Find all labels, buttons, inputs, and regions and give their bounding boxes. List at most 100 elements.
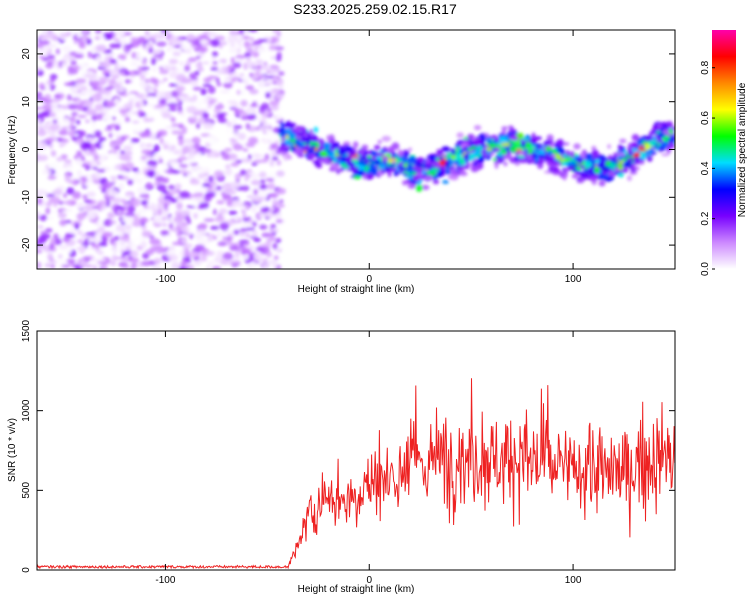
- heatmap-noise-cell: [146, 96, 156, 100]
- heatmap-noise-cell: [173, 216, 184, 223]
- heatmap-signal-cell: [294, 126, 300, 134]
- heatmap-noise-cell: [129, 242, 137, 249]
- heatmap-noise-cell: [212, 61, 218, 65]
- heatmap-signal-cell: [656, 133, 666, 138]
- heatmap-noise-cell: [152, 67, 157, 72]
- heatmap-noise-cell: [125, 122, 131, 127]
- heatmap-noise-cell: [149, 245, 161, 252]
- heatmap-noise-cell: [168, 160, 180, 168]
- heatmap-noise-cell: [181, 126, 188, 134]
- heatmap-noise-cell: [246, 143, 255, 148]
- heatmap-noise-cell: [103, 93, 113, 100]
- heatmap-noise-cell: [268, 45, 277, 51]
- heatmap-signal-cell: [470, 165, 479, 173]
- heatmap-noise-cell: [48, 142, 54, 149]
- heatmap-noise-cell: [48, 84, 56, 91]
- heatmap-signal-cell: [503, 135, 510, 139]
- heatmap-noise-cell: [176, 232, 182, 237]
- heatmap-signal-cell: [575, 171, 581, 175]
- heatmap-noise-cell: [128, 257, 140, 263]
- heatmap-signal-cell: [648, 139, 657, 147]
- heatmap-signal-cell: [375, 152, 384, 157]
- heatmap-noise-cell: [202, 61, 210, 65]
- heatmap-signal-cell: [614, 167, 619, 173]
- heatmap-signal-cell: [426, 170, 431, 176]
- heatmap-signal-cell: [598, 154, 605, 160]
- heatmap-noise-cell: [93, 264, 97, 269]
- heatmap-noise-cell: [156, 184, 167, 192]
- heatmap-noise-cell: [163, 202, 169, 211]
- heatmap-noise-cell: [152, 78, 160, 84]
- heatmap-noise-cell: [102, 231, 114, 238]
- heatmap-noise-cell: [130, 60, 139, 68]
- heatmap-noise-cell: [269, 228, 280, 233]
- heatmap-noise-cell: [45, 207, 51, 215]
- heatmap-signal-cell: [486, 136, 491, 143]
- heatmap-noise-cell: [242, 217, 250, 222]
- heatmap-signal-cell: [583, 161, 592, 168]
- heatmap-noise-cell: [81, 163, 88, 168]
- heatmap-noise-cell: [123, 103, 134, 111]
- heatmap-noise-cell: [58, 143, 64, 148]
- heatmap-signal-cell: [627, 145, 633, 151]
- heatmap-signal-cell: [310, 132, 315, 137]
- heatmap-noise-cell: [148, 47, 154, 54]
- heatmap-noise-cell: [259, 200, 270, 208]
- heatmap-noise-cell: [262, 122, 272, 127]
- heatmap-noise-cell: [189, 72, 197, 78]
- heatmap-noise-cell: [253, 40, 262, 46]
- heatmap-signal-cell: [293, 148, 302, 155]
- heatmap-noise-cell: [61, 264, 71, 269]
- heatmap-noise-cell: [232, 157, 239, 162]
- heatmap-noise-cell: [40, 35, 48, 39]
- heatmap-signal-cell: [432, 179, 440, 185]
- heatmap-noise-cell: [263, 137, 269, 144]
- heatmap-signal-cell: [547, 150, 553, 156]
- heatmap-noise-cell: [122, 145, 133, 151]
- heatmap-noise-cell: [273, 255, 279, 261]
- heatmap-noise-cell: [220, 258, 227, 265]
- heatmap-noise-cell: [38, 47, 48, 55]
- heatmap-signal-cell: [668, 128, 673, 134]
- heatmap-noise-cell: [81, 83, 90, 86]
- heatmap-noise-cell: [143, 205, 148, 209]
- heatmap-noise-cell: [117, 209, 122, 215]
- heatmap-noise-cell: [258, 171, 267, 179]
- heatmap-signal-cell: [363, 165, 369, 172]
- heatmap-noise-cell: [182, 145, 191, 154]
- heatmap-noise-cell: [192, 86, 202, 91]
- heatmap-noise-cell: [81, 106, 89, 112]
- heatmap-noise-cell: [163, 77, 168, 82]
- heatmap-noise-cell: [139, 112, 147, 117]
- heatmap-noise-cell: [187, 230, 195, 235]
- heatmap-noise-cell: [245, 85, 254, 91]
- heatmap-noise-cell: [76, 238, 84, 244]
- heatmap-signal-cell: [439, 149, 444, 155]
- heatmap-signal-cell: [439, 156, 444, 162]
- heatmap-noise-cell: [103, 218, 114, 227]
- heatmap-noise-cell: [132, 168, 140, 173]
- heatmap-signal-cell: [346, 161, 356, 167]
- heatmap-noise-cell: [197, 117, 207, 125]
- heatmap-noise-cell: [198, 230, 208, 236]
- heatmap-noise-cell: [221, 182, 232, 189]
- heatmap-noise-cell: [178, 266, 186, 269]
- heatmap-noise-cell: [173, 150, 180, 154]
- heatmap-noise-cell: [156, 132, 164, 137]
- colorbar-ticks: 0.0 0.2 0.4 0.6 0.8: [700, 60, 715, 276]
- heatmap-noise-cell: [111, 254, 117, 262]
- heatmap-noise-cell: [124, 224, 133, 230]
- heatmap-noise-cell: [219, 163, 226, 167]
- heatmap-noise-cell: [90, 61, 96, 70]
- heatmap-signal-cell: [621, 146, 626, 152]
- heatmap-signal-cell: [672, 131, 675, 137]
- heatmap-noise-cell: [190, 78, 199, 87]
- heatmap-noise-cell: [193, 212, 199, 219]
- heatmap-noise-cell: [159, 98, 167, 105]
- heatmap-noise-cell: [218, 125, 229, 129]
- heatmap-noise-cell: [112, 241, 117, 247]
- colorbar-gradient: [712, 30, 736, 269]
- heatmap-noise-cell: [196, 169, 202, 175]
- heatmap-noise-cell: [110, 123, 118, 128]
